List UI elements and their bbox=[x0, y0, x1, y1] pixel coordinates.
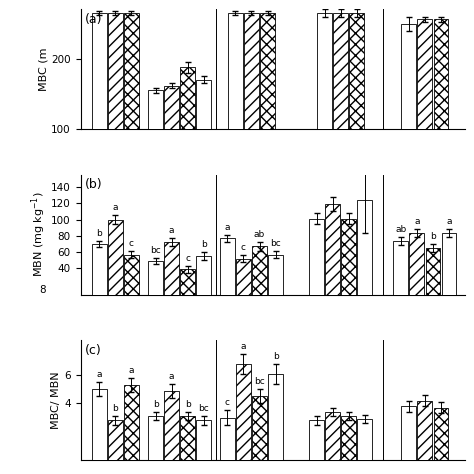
Text: b: b bbox=[185, 400, 191, 409]
Bar bbox=[124, 385, 139, 460]
Bar bbox=[252, 246, 267, 294]
Bar bbox=[220, 238, 235, 294]
Bar bbox=[252, 396, 267, 460]
Bar bbox=[148, 416, 163, 460]
Text: a: a bbox=[128, 366, 134, 375]
Bar bbox=[349, 13, 364, 129]
Bar bbox=[426, 248, 440, 294]
Bar bbox=[325, 204, 340, 294]
Bar bbox=[341, 416, 356, 460]
Bar bbox=[268, 255, 283, 294]
Bar bbox=[108, 219, 123, 294]
Bar bbox=[260, 13, 275, 129]
Text: (c): (c) bbox=[84, 344, 101, 356]
Text: a: a bbox=[414, 217, 419, 226]
Bar bbox=[92, 389, 107, 460]
Text: c: c bbox=[185, 254, 190, 263]
Bar bbox=[434, 408, 448, 460]
Text: bc: bc bbox=[199, 404, 209, 413]
Text: b: b bbox=[430, 232, 436, 241]
Bar bbox=[309, 219, 324, 294]
Bar bbox=[180, 269, 195, 294]
Y-axis label: MBC (m: MBC (m bbox=[38, 47, 48, 91]
Bar bbox=[244, 13, 259, 129]
Bar bbox=[180, 416, 195, 460]
Text: 8: 8 bbox=[39, 284, 46, 294]
Bar bbox=[309, 420, 324, 460]
Text: a: a bbox=[447, 218, 452, 227]
Text: bc: bc bbox=[150, 246, 161, 255]
Bar bbox=[434, 19, 448, 129]
Text: c: c bbox=[129, 239, 134, 248]
Text: b: b bbox=[112, 404, 118, 413]
Text: a: a bbox=[241, 342, 246, 351]
Bar bbox=[325, 412, 340, 460]
Bar bbox=[442, 233, 456, 294]
Bar bbox=[108, 13, 123, 129]
Text: ab: ab bbox=[254, 230, 265, 239]
Text: c: c bbox=[241, 244, 246, 253]
Text: bc: bc bbox=[270, 239, 281, 248]
Text: b: b bbox=[153, 400, 158, 409]
Bar bbox=[341, 219, 356, 294]
Bar bbox=[92, 244, 107, 294]
Text: a: a bbox=[225, 223, 230, 232]
Text: b: b bbox=[273, 352, 279, 361]
Bar bbox=[393, 241, 408, 294]
Text: (b): (b) bbox=[84, 178, 102, 191]
Bar bbox=[124, 255, 139, 294]
Bar bbox=[418, 401, 432, 460]
Text: a: a bbox=[169, 372, 174, 381]
Text: (a): (a) bbox=[84, 13, 102, 26]
Text: a: a bbox=[96, 370, 102, 379]
Text: b: b bbox=[96, 229, 102, 238]
Text: a: a bbox=[169, 226, 174, 235]
Bar bbox=[401, 406, 416, 460]
Bar bbox=[228, 13, 243, 129]
Bar bbox=[418, 19, 432, 129]
Y-axis label: MBN (mg kg$^{-1}$): MBN (mg kg$^{-1}$) bbox=[30, 192, 48, 277]
Bar bbox=[92, 13, 107, 129]
Bar bbox=[196, 256, 211, 294]
Bar bbox=[180, 67, 195, 129]
Bar bbox=[410, 233, 424, 294]
Bar bbox=[401, 24, 416, 129]
Bar bbox=[164, 391, 179, 460]
Text: bc: bc bbox=[254, 377, 265, 386]
Bar bbox=[148, 91, 163, 129]
Bar bbox=[357, 419, 372, 460]
Bar bbox=[220, 418, 235, 460]
Text: ab: ab bbox=[395, 225, 406, 234]
Bar bbox=[236, 364, 251, 460]
Bar bbox=[148, 261, 163, 294]
Text: c: c bbox=[225, 399, 230, 408]
Bar bbox=[124, 13, 139, 129]
Bar bbox=[164, 242, 179, 294]
Bar bbox=[236, 259, 251, 294]
Bar bbox=[357, 200, 372, 294]
Text: b: b bbox=[201, 240, 207, 249]
Bar bbox=[164, 86, 179, 129]
Bar bbox=[268, 374, 283, 460]
Bar bbox=[317, 13, 332, 129]
Bar bbox=[196, 420, 211, 460]
Y-axis label: MBC/ MBN: MBC/ MBN bbox=[52, 371, 62, 428]
Bar bbox=[333, 13, 348, 129]
Text: a: a bbox=[112, 203, 118, 212]
Bar bbox=[196, 80, 211, 129]
Bar bbox=[108, 420, 123, 460]
